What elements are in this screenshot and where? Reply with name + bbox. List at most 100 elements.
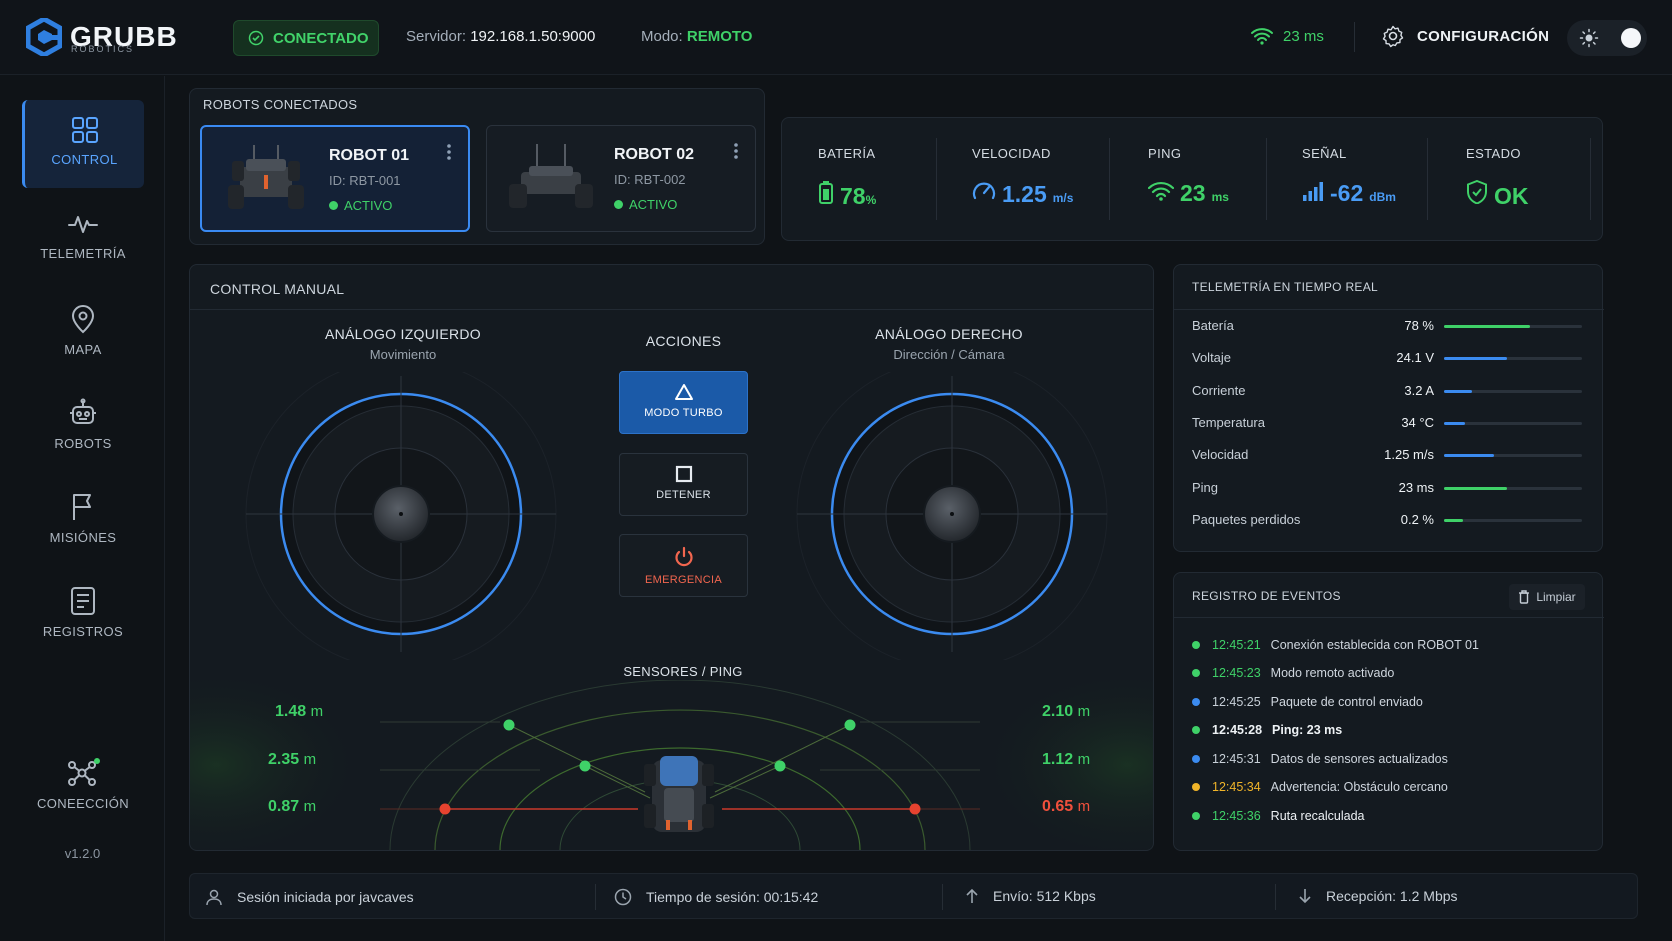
upload-rate: Envío: 512 Kbps — [965, 888, 1096, 904]
stat-ping: PING 23 ms — [1148, 146, 1229, 206]
stat-value: 1.25 — [1002, 181, 1047, 207]
brand-subtitle: ROBOTICS — [71, 44, 135, 54]
sensor-right-3: 0.65 m — [1042, 798, 1091, 815]
sidebar-item-telemetry[interactable]: TELEMETRÍA — [22, 194, 144, 282]
right-stick-subtitle: Dirección / Cámara — [893, 347, 1005, 362]
telemetry-title: TELEMETRÍA EN TIEMPO REAL — [1192, 280, 1378, 294]
divider — [1109, 138, 1110, 220]
event-dot — [1192, 669, 1200, 677]
left-stick-title: ANÁLOGO IZQUIERDO — [324, 326, 481, 342]
connected-icon — [248, 30, 264, 46]
brand-logo: GRUBB — [26, 18, 178, 56]
stat-value: OK — [1494, 183, 1529, 209]
sidebar-item-control[interactable]: CONTROL — [22, 100, 144, 188]
turbo-mode-button[interactable]: MODO TURBO — [619, 371, 748, 434]
sidebar-item-robots[interactable]: ROBOTS — [22, 382, 144, 470]
more-vertical-icon[interactable] — [446, 143, 452, 161]
emergency-button[interactable]: EMERGENCIA — [619, 534, 748, 597]
telemetry-bar — [1444, 454, 1582, 457]
event-log-panel — [1173, 572, 1604, 851]
telemetry-bar — [1444, 422, 1582, 425]
event-row: 12:45:36 Ruta recalculada — [1192, 807, 1364, 825]
ping-indicator: 23 ms — [1251, 27, 1324, 45]
signal-bars-icon — [1303, 182, 1323, 201]
event-row: 12:45:31 Datos de sensores actualizados — [1192, 750, 1448, 768]
divider — [1266, 138, 1267, 220]
status-dot — [614, 200, 623, 209]
brand-name: GRUBB — [70, 21, 178, 52]
clear-log-button[interactable]: Limpiar — [1509, 584, 1585, 610]
wifi-icon — [1251, 28, 1273, 45]
stat-status: ESTADO OK — [1466, 118, 1566, 238]
robot-id: ID: RBT-001 — [329, 173, 401, 188]
sidebar-item-logs[interactable]: REGISTROS — [22, 570, 144, 658]
stat-value: -62 — [1330, 180, 1364, 206]
status-footer: Sesión iniciada por javcaves Tiempo de s… — [189, 873, 1638, 919]
power-icon — [674, 546, 693, 567]
gear-icon — [1382, 25, 1404, 48]
download-rate: Recepción: 1.2 Mbps — [1298, 888, 1458, 904]
document-icon — [71, 587, 95, 615]
more-vertical-icon[interactable] — [733, 142, 739, 160]
robot-card-01[interactable]: ROBOT 01 ID: RBT-001 ACTIVO — [200, 125, 470, 232]
sensor-left-1: 1.48 m — [275, 703, 324, 720]
event-row: 12:45:21 Conexión establecida con ROBOT 0… — [1192, 636, 1479, 654]
connection-status-label: CONECTADO — [273, 29, 369, 47]
network-icon — [68, 758, 100, 786]
actions-title: ACCIONES — [645, 333, 722, 349]
right-stick-title: ANÁLOGO DERECHO — [875, 326, 1023, 342]
stat-label: ESTADO — [1466, 146, 1521, 161]
robot-topview-icon — [644, 756, 714, 832]
settings-button[interactable]: CONFIGURACIÓN — [1381, 24, 1549, 48]
sidebar-item-label: TELEMETRÍA — [40, 246, 126, 261]
mode-value: REMOTO — [686, 28, 753, 45]
arrow-up-icon — [966, 888, 978, 903]
robot-id: ID: RBT-002 — [614, 172, 686, 187]
shield-check-icon — [1467, 180, 1487, 204]
app-version: v1.2.0 — [64, 846, 101, 861]
telemetry-bar — [1444, 325, 1582, 328]
pulse-icon — [68, 216, 98, 233]
divider — [1590, 138, 1591, 220]
robot-status: ACTIVO — [329, 198, 392, 213]
theme-toggle[interactable] — [1567, 20, 1647, 56]
sidebar-item-missions[interactable]: MISIÓNES — [22, 476, 144, 564]
divider — [1354, 22, 1355, 52]
divider — [1427, 138, 1428, 220]
right-joystick[interactable] — [791, 372, 1113, 660]
left-joystick[interactable] — [240, 372, 562, 660]
grid-icon — [71, 117, 98, 143]
stats-panel: BATERÍA 78% VELOCIDAD 1.25 m/s PING 23 ms … — [781, 117, 1603, 241]
telemetry-bar — [1444, 390, 1582, 393]
telemetry-bar — [1444, 519, 1582, 522]
sidebar-item-label: MAPA — [64, 342, 102, 357]
manual-control-title: CONTROL MANUAL — [210, 281, 345, 297]
connection-status-badge[interactable]: CONECTADO — [233, 20, 379, 56]
stat-value: 23 — [1180, 180, 1206, 206]
sidebar-item-connection[interactable]: CONEECCIÓN — [22, 742, 144, 830]
stat-label: VELOCIDAD — [972, 146, 1051, 161]
flag-icon — [73, 494, 91, 520]
user-icon — [206, 889, 222, 906]
telemetry-row: Batería 78 % — [1192, 318, 1582, 338]
sidebar: CONTROL TELEMETRÍA MAPA ROBOTS MISIÓNES … — [0, 76, 165, 941]
divider — [595, 884, 596, 910]
session-user: Sesión iniciada por javcaves — [205, 888, 414, 906]
stop-button[interactable]: DETENER — [619, 453, 748, 516]
sidebar-item-label: ROBOTS — [54, 436, 112, 451]
sensor-left-2: 2.35 m — [268, 751, 317, 768]
event-dot — [1192, 755, 1200, 763]
robot-card-02[interactable]: ROBOT 02 ID: RBT-002 ACTIVO — [486, 125, 756, 232]
sidebar-item-map[interactable]: MAPA — [22, 288, 144, 376]
robot-icon — [70, 398, 96, 424]
stat-signal: SEÑAL -62 dBm — [1302, 146, 1396, 206]
stat-label: PING — [1148, 146, 1182, 161]
sidebar-item-label: CONEECCIÓN — [36, 796, 130, 811]
event-row: 12:45:23 Modo remoto activado — [1192, 664, 1394, 682]
mode-info: Modo: REMOTO — [641, 28, 753, 45]
telemetry-row: Velocidad 1.25 m/s — [1192, 447, 1582, 467]
status-dot — [329, 201, 338, 210]
square-icon — [675, 465, 692, 483]
telemetry-row: Voltaje 24.1 V — [1192, 350, 1582, 370]
server-info: Servidor: 192.168.1.50:9000 — [406, 28, 596, 45]
